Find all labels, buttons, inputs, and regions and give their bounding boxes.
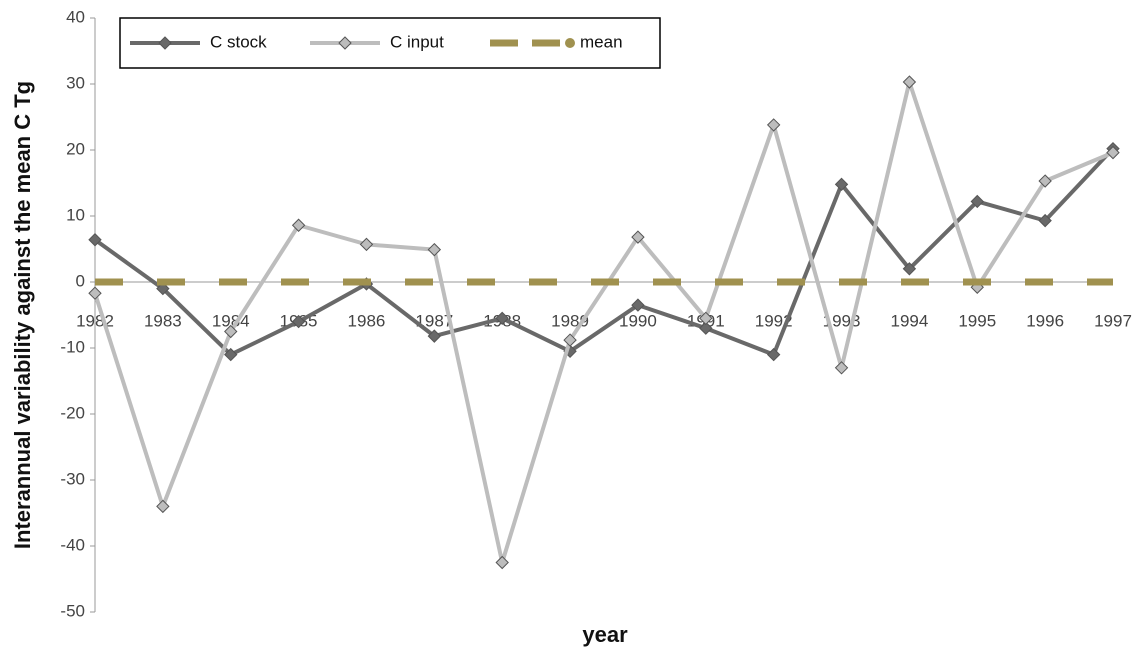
legend-label: mean xyxy=(580,32,623,51)
data-point xyxy=(699,311,713,326)
data-point xyxy=(834,361,849,375)
data-point xyxy=(631,298,645,312)
x-tick-label: 1982 xyxy=(76,311,114,330)
x-tick-label: 1986 xyxy=(348,311,386,330)
data-point xyxy=(88,233,102,247)
x-tick-label: 1996 xyxy=(1026,311,1064,330)
x-tick-label: 1995 xyxy=(958,311,996,330)
data-point xyxy=(427,329,442,343)
y-tick-label: 0 xyxy=(76,271,85,290)
x-tick-label: 1987 xyxy=(415,311,453,330)
data-point xyxy=(970,194,984,209)
y-tick-label: -20 xyxy=(60,403,85,422)
series-line xyxy=(93,147,1115,357)
y-tick-label: 20 xyxy=(66,139,85,158)
y-axis-title: Interannual variability against the mean… xyxy=(10,81,35,549)
data-point xyxy=(224,347,238,362)
data-point xyxy=(495,555,509,570)
data-point xyxy=(1038,174,1052,188)
legend-label: C stock xyxy=(210,32,267,51)
series-line xyxy=(93,80,1114,565)
data-point xyxy=(88,286,102,300)
x-axis-title: year xyxy=(582,622,628,647)
y-tick-label: 40 xyxy=(66,7,85,26)
data-point xyxy=(902,75,917,89)
x-tick-label: 1994 xyxy=(890,311,928,330)
y-tick-label: 30 xyxy=(66,73,85,92)
data-point xyxy=(631,230,645,244)
data-point xyxy=(291,314,306,329)
x-tick-label: 1990 xyxy=(619,311,657,330)
legend-label: C input xyxy=(390,32,444,51)
data-point xyxy=(699,321,713,335)
y-tick-label: 10 xyxy=(66,205,85,224)
y-tick-label: -50 xyxy=(60,601,85,620)
data-point xyxy=(766,347,781,362)
data-point xyxy=(156,281,170,296)
data-point xyxy=(1038,213,1052,228)
legend-marker xyxy=(565,38,575,48)
data-point xyxy=(1106,145,1120,160)
data-point xyxy=(902,262,917,276)
data-point xyxy=(834,177,849,192)
data-point xyxy=(495,311,509,326)
data-point xyxy=(427,242,442,257)
y-tick-label: -30 xyxy=(60,469,85,488)
legend: C stock C input mean xyxy=(119,17,661,69)
data-point xyxy=(291,218,306,232)
data-point xyxy=(156,499,170,514)
data-point xyxy=(563,333,577,347)
data-point xyxy=(359,237,374,252)
x-tick-label: 1983 xyxy=(144,311,182,330)
y-tick-label: -10 xyxy=(60,337,85,356)
y-tick-label: -40 xyxy=(60,535,85,554)
legend-marker xyxy=(338,36,352,50)
legend-marker xyxy=(158,36,172,50)
data-point xyxy=(766,118,781,132)
data-point xyxy=(224,324,238,339)
x-tick-label: 1997 xyxy=(1094,311,1132,330)
